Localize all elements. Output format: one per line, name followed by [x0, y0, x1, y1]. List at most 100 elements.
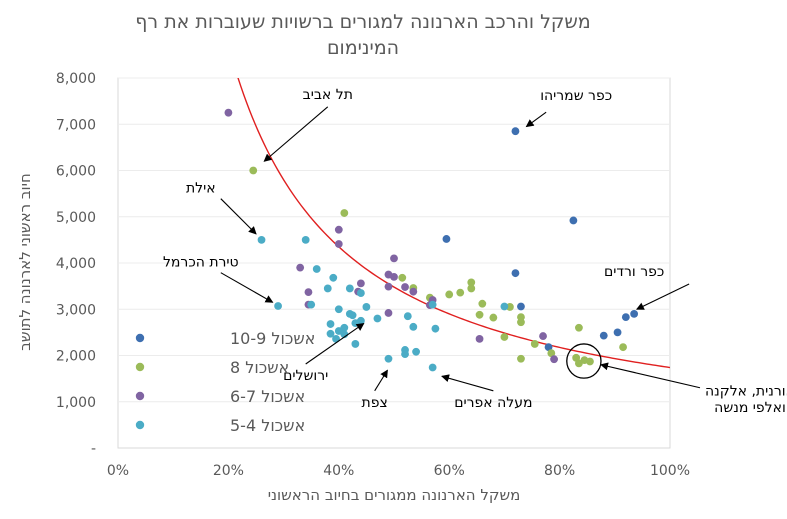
point-series-3-22	[373, 314, 382, 323]
point-series-1-9	[478, 299, 487, 308]
x-tick-label-3: 60%	[434, 463, 465, 479]
point-series-3-12	[348, 311, 357, 320]
point-series-1-3	[467, 284, 476, 293]
annotation-label-9: ואלפי מנשה	[714, 400, 786, 416]
point-series-1-14	[517, 318, 525, 327]
annotation-label-6: צפת	[362, 395, 388, 411]
point-series-3-6	[356, 289, 365, 297]
point-series-1-4	[456, 288, 465, 297]
x-tick-label-4: 80%	[544, 463, 575, 479]
annotation-label-2: אילת	[186, 181, 216, 197]
point-series-3-29	[412, 347, 420, 356]
point-series-3-15	[326, 320, 335, 328]
annotation-label-3: טירת הכרמל	[163, 255, 239, 271]
y-tick-label-8: 8,000	[56, 71, 96, 87]
y-tick-label-4: 4,000	[56, 256, 96, 272]
point-series-2-8	[384, 282, 393, 291]
point-series-2-10	[304, 288, 313, 297]
point-series-3-24	[403, 312, 412, 321]
annotation-label-8: אורנית, אלקנה	[705, 384, 787, 400]
point-series-0-6	[613, 328, 622, 337]
point-series-3-1	[301, 235, 310, 244]
point-series-0-0	[511, 127, 520, 136]
point-series-1-1	[340, 209, 349, 217]
point-series-0-9	[442, 235, 451, 243]
point-series-1-0	[249, 166, 258, 175]
point-series-0-5	[621, 313, 630, 322]
y-tick-label-6: 6,000	[56, 164, 96, 180]
point-series-2-2	[334, 240, 343, 248]
point-series-2-19	[550, 355, 558, 364]
point-series-1-20	[517, 354, 525, 363]
legend-label-0: אשכול 10-9	[230, 329, 315, 348]
point-series-1-15	[500, 333, 509, 341]
point-series-1-17	[575, 323, 583, 332]
points-layer	[224, 108, 639, 379]
y-tick-label-3: 3,000	[56, 302, 96, 318]
annotation-arrow-7	[441, 374, 494, 392]
y-tick-label-1: 1,000	[56, 395, 96, 411]
point-series-3-18	[326, 329, 335, 338]
chart-title-line-2: המינימום	[327, 37, 399, 59]
point-series-2-1	[334, 225, 343, 234]
point-series-3-21	[351, 340, 360, 348]
y-tick-label-2: 2,000	[56, 349, 96, 365]
point-series-3-27	[384, 354, 393, 363]
legend-label-1: אשכול 8	[230, 358, 289, 377]
point-series-1-16	[530, 340, 539, 348]
curve-layer	[237, 78, 670, 369]
point-series-1-18	[547, 349, 556, 358]
legend-label-3: אשכול 5-4	[230, 416, 305, 435]
point-series-3-20	[332, 334, 340, 343]
x-axis: 0% 20% 40% 60% 80% 100%	[107, 463, 690, 479]
annotation-label-0: תל אביב	[303, 87, 353, 103]
point-series-3-32	[500, 302, 509, 311]
point-series-1-13	[489, 313, 498, 322]
x-tick-label-0: 0%	[107, 463, 129, 479]
legend-label-2: אשכול 6-7	[230, 387, 305, 406]
legend-marker-1	[135, 362, 145, 372]
legend-marker-3	[135, 420, 145, 430]
point-series-0-7	[599, 331, 608, 340]
point-series-3-0	[257, 235, 266, 244]
point-series-3-31	[428, 363, 437, 372]
legend: אשכול 10-9 אשכול 8 אשכול 6-7 אשכול 5-4	[135, 329, 315, 435]
point-series-1-19	[619, 343, 627, 352]
point-series-1-23	[586, 357, 594, 366]
point-series-3-8	[307, 300, 316, 309]
legend-marker-0	[135, 333, 145, 343]
annotation-label-7: מעלה אפרים	[454, 395, 532, 411]
point-series-3-3	[329, 273, 338, 282]
point-series-2-3	[390, 254, 398, 263]
point-series-3-9	[334, 305, 343, 314]
point-series-1-24	[575, 359, 583, 368]
x-tick-label-2: 40%	[323, 463, 354, 479]
point-series-3-10	[274, 302, 282, 310]
point-series-3-25	[431, 324, 440, 333]
point-series-3-5	[345, 284, 354, 293]
point-series-2-9	[401, 283, 409, 291]
x-tick-label-5: 100%	[650, 463, 690, 479]
annotation-arrow-1	[525, 111, 547, 128]
annotation-arrow-4	[635, 283, 690, 310]
y-tick-label-7: 7,000	[56, 117, 96, 133]
point-series-0-3	[517, 302, 525, 311]
annotation-arrow-5	[305, 323, 365, 365]
point-series-1-11	[475, 310, 484, 319]
chart-title-line-1: משקל והרכב הארנונה למגורים ברשויות שעובר…	[135, 11, 590, 33]
point-series-3-26	[428, 300, 437, 309]
annotation-layer: תל אביב כפר שמריהו אילת טירת הכרמל כפר ורדים…	[163, 87, 787, 416]
point-series-2-4	[296, 263, 305, 272]
point-series-2-11	[409, 287, 418, 296]
y-tick-label-0: -	[91, 441, 96, 457]
point-series-2-16	[384, 309, 393, 317]
point-series-3-4	[323, 284, 332, 293]
point-series-2-0	[224, 108, 233, 117]
point-series-2-17	[475, 334, 484, 343]
point-series-1-2	[467, 278, 476, 287]
point-series-0-1	[569, 216, 578, 225]
x-axis-label: משקל הארנונה ממגורים בחיוב הראשוני	[268, 486, 521, 504]
annotation-arrow-3	[220, 272, 274, 303]
point-series-1-5	[445, 290, 454, 299]
